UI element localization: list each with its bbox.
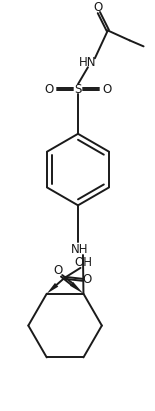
Text: HN: HN bbox=[79, 56, 97, 69]
Text: NH: NH bbox=[71, 242, 89, 256]
Polygon shape bbox=[47, 283, 58, 294]
Polygon shape bbox=[70, 282, 83, 294]
Text: O: O bbox=[102, 83, 111, 96]
Text: O: O bbox=[53, 264, 62, 277]
Text: O: O bbox=[93, 1, 102, 14]
Text: O: O bbox=[44, 83, 54, 96]
Text: S: S bbox=[74, 83, 82, 96]
Text: OH: OH bbox=[74, 256, 93, 270]
Text: O: O bbox=[83, 273, 92, 286]
